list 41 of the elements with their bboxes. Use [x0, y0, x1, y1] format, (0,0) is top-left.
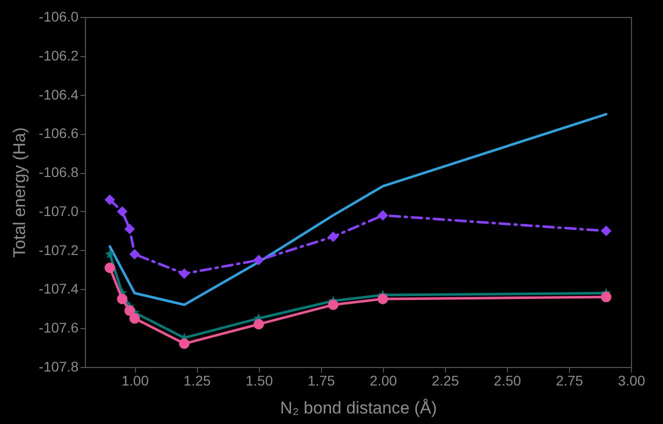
x-tick-label: 1.75 — [308, 372, 336, 388]
x-tick-label: 2.00 — [370, 372, 398, 388]
point — [378, 210, 388, 221]
point — [328, 300, 338, 310]
y-tick-label: -107.6 — [38, 320, 79, 336]
point — [116, 206, 128, 217]
x-tick-label: 3.00 — [618, 372, 646, 388]
x-axis-title: N₂ bond distance (Å) — [280, 398, 437, 418]
point — [253, 254, 264, 266]
y-tick-label: -107.8 — [38, 358, 79, 374]
point — [253, 318, 264, 330]
x-tick-label: 2.25 — [432, 372, 460, 388]
y-tick-label: -107.2 — [38, 242, 79, 258]
y-tick-label: -106.6 — [38, 125, 79, 142]
point — [378, 294, 388, 304]
point — [124, 224, 135, 234]
point — [328, 231, 338, 242]
y-tick-label: -106.2 — [38, 47, 79, 64]
x-tick-label: 2.75 — [556, 372, 584, 388]
point — [104, 248, 115, 258]
point — [104, 262, 116, 274]
y-axis-title: Total energy (Ha) — [10, 127, 29, 258]
point — [124, 305, 135, 316]
point — [600, 226, 612, 236]
y-tick-label: -106.8 — [38, 164, 79, 180]
y-tick-label: -107.4 — [38, 280, 79, 297]
point — [179, 338, 190, 349]
point — [129, 248, 140, 260]
y-tick-label: -106.0 — [38, 8, 79, 24]
line-series — [108, 112, 608, 306]
point — [179, 268, 190, 279]
x-tick-label: 1.50 — [246, 372, 274, 388]
x-tick-label: 2.50 — [494, 372, 522, 388]
x-tick-label: 1.25 — [184, 372, 212, 388]
y-tick-label: -106.4 — [38, 86, 79, 102]
x-tick-label: 1.00 — [122, 372, 149, 388]
point — [116, 294, 128, 304]
point — [600, 292, 612, 302]
y-tick-label: -107.0 — [38, 202, 79, 219]
point — [129, 313, 140, 324]
point — [104, 194, 116, 206]
